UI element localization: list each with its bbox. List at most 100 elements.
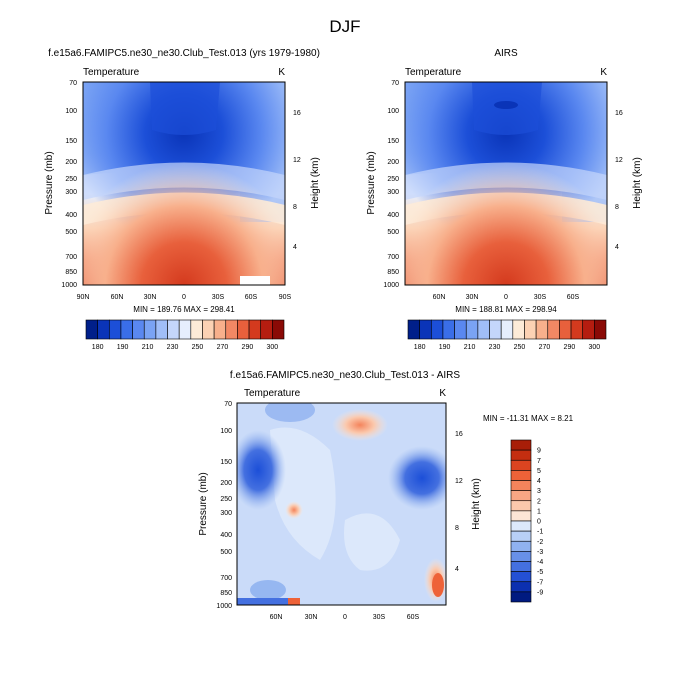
colorbar-swatch <box>272 319 285 340</box>
xtick-label: 60S <box>407 614 420 621</box>
colorbar-swatch <box>430 319 444 340</box>
colorbar-swatch <box>510 500 532 512</box>
ytick-label: 100 <box>65 108 77 115</box>
colorbar-label: 1 <box>537 508 541 515</box>
panel-obs-field <box>405 82 607 285</box>
xtick-label: 30S <box>534 294 547 301</box>
colorbar-swatch <box>510 540 532 552</box>
ytick-label: 500 <box>65 229 77 236</box>
ytick-label: 70 <box>391 80 399 87</box>
panel-diff-left-label: Temperature <box>244 388 301 399</box>
height-tick-label: 8 <box>455 525 459 532</box>
xtick-label: 30N <box>144 294 157 301</box>
height-tick-label: 16 <box>455 431 463 438</box>
colorbar-swatch <box>524 319 537 340</box>
colorbar-swatch <box>570 319 584 340</box>
xtick-label: 60S <box>245 294 258 301</box>
xtick-label: 60N <box>433 294 446 301</box>
panel-diff-right-label: K <box>439 388 446 399</box>
colorbar-swatch <box>582 319 595 340</box>
panel-obs-xticks: 60N 30N 0 30S 60S <box>433 294 580 301</box>
colorbar-label: -7 <box>537 579 543 586</box>
panel-model-left-label: Temperature <box>83 67 140 78</box>
colorbar-swatch <box>213 319 227 340</box>
colorbar-swatch <box>510 561 532 572</box>
ytick-label: 700 <box>65 254 77 261</box>
colorbar-label: 270 <box>539 344 551 351</box>
colorbar-label: 180 <box>414 344 426 351</box>
colorbar-swatch <box>178 319 192 340</box>
colorbar-swatch <box>167 319 180 340</box>
colorbar-swatch <box>190 319 203 340</box>
xtick-label: 90S <box>279 294 292 301</box>
ytick-label: 150 <box>220 459 232 466</box>
ytick-label: 150 <box>387 138 399 145</box>
height-tick-label: 12 <box>455 478 463 485</box>
colorbar-swatch <box>510 520 532 532</box>
colorbar-swatch <box>510 530 532 542</box>
colorbar-swatch <box>510 490 532 502</box>
colorbar-label: 3 <box>537 488 541 495</box>
xtick-label: 30N <box>466 294 479 301</box>
panel-model-xticks: 90N 60N 30N 0 30S 60S 90S <box>77 294 292 301</box>
ytick-label: 500 <box>220 549 232 556</box>
colorbar-label: -5 <box>537 569 543 576</box>
colorbar-swatch <box>510 480 532 491</box>
colorbar-swatch <box>442 319 455 340</box>
colorbar-label: 230 <box>167 344 179 351</box>
colorbar-swatch <box>510 459 532 471</box>
panel-obs-yticks: 70 100 150 200 250 300 400 500 700 850 1… <box>383 80 399 289</box>
height-tick-label: 16 <box>615 110 623 117</box>
xtick-label: 60N <box>270 614 283 621</box>
figure-title: DJF <box>329 17 360 36</box>
panel-model-ylabel: Pressure (mb) <box>44 151 55 214</box>
ytick-label: 400 <box>387 212 399 219</box>
colorbar-label: 300 <box>589 344 601 351</box>
colorbar-label: 290 <box>242 344 254 351</box>
ytick-label: 300 <box>65 189 77 196</box>
height-tick-label: 8 <box>615 204 619 211</box>
panel-diff-ylabel: Pressure (mb) <box>198 472 209 535</box>
xtick-label: 60S <box>567 294 580 301</box>
colorbar-label: 190 <box>439 344 451 351</box>
ytick-label: 300 <box>387 189 399 196</box>
xtick-label: 30S <box>212 294 225 301</box>
colorbar-swatch <box>108 319 122 340</box>
panel-model-ylabel-right: Height (km) <box>310 157 321 209</box>
panel-diff-xticks: 60N 30N 0 30S 60S <box>270 614 420 621</box>
colorbar-swatch <box>510 470 532 481</box>
colorbar-swatch <box>510 439 532 451</box>
colorbar-label: 290 <box>564 344 576 351</box>
panel-obs-right-label: K <box>600 67 607 78</box>
ytick-label: 850 <box>65 269 77 276</box>
colorbar-swatch <box>465 319 479 340</box>
panel-obs-colorbar: 180 190 210 230 250 270 290 300 <box>407 319 607 351</box>
ytick-label: 1000 <box>383 282 399 289</box>
colorbar-swatch <box>477 319 490 340</box>
colorbar-swatch <box>248 319 262 340</box>
panel-diff-ylabel-right: Height (km) <box>471 478 482 530</box>
colorbar-label: 210 <box>142 344 154 351</box>
panel-diff-title: f.e15a6.FAMIPC5.ne30_ne30.Club_Test.013 … <box>230 370 460 381</box>
ytick-label: 400 <box>65 212 77 219</box>
panel-model-height-ticks: 16 12 8 4 <box>293 110 301 251</box>
colorbar-label: 180 <box>92 344 104 351</box>
colorbar-label: -3 <box>537 549 543 556</box>
xtick-label: 30S <box>373 614 386 621</box>
colorbar-label: 210 <box>464 344 476 351</box>
panel-obs-ylabel: Pressure (mb) <box>366 151 377 214</box>
height-tick-label: 4 <box>455 566 459 573</box>
panel-diff-stats: MIN = -11.31 MAX = 8.21 <box>483 414 574 423</box>
colorbar-swatch <box>143 319 157 340</box>
colorbar-label: 2 <box>537 498 541 505</box>
panel-model-title: f.e15a6.FAMIPC5.ne30_ne30.Club_Test.013 … <box>48 48 320 59</box>
colorbar-label: 250 <box>514 344 526 351</box>
colorbar-label: 5 <box>537 468 541 475</box>
colorbar-swatch <box>559 319 572 340</box>
colorbar-swatch <box>120 319 133 340</box>
panel-model-colorbar: 180 190 210 230 250 270 290 300 <box>85 319 285 351</box>
panel-model-stats: MIN = 189.76 MAX = 298.41 <box>133 305 235 314</box>
colorbar-swatch <box>225 319 238 340</box>
panel-diff-field <box>237 403 446 605</box>
